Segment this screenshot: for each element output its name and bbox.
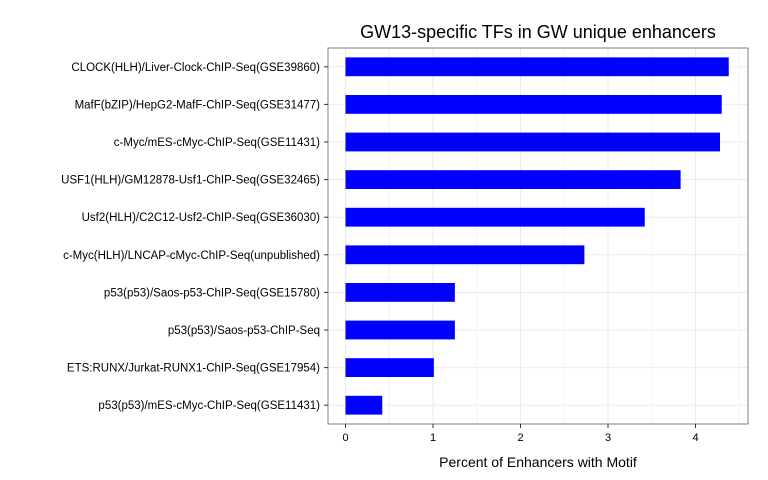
bar: [345, 207, 645, 227]
bar: [345, 57, 729, 77]
category-label: p53(p53)/Saos-p53-ChIP-Seq(GSE15780): [104, 287, 320, 299]
y-axis: CLOCK(HLH)/Liver-Clock-ChIP-Seq(GSE39860…: [61, 62, 328, 412]
bar: [345, 358, 434, 377]
x-tick-label: 4: [692, 432, 698, 444]
category-label: ETS:RUNX/Jurkat-RUNX1-ChIP-Seq(GSE17954): [67, 363, 320, 375]
category-label: p53(p53)/mES-cMyc-ChIP-Seq(GSE11431): [98, 400, 320, 412]
bar: [345, 395, 383, 415]
chart-title: GW13-specific TFs in GW unique enhancers: [360, 22, 716, 42]
category-label: CLOCK(HLH)/Liver-Clock-ChIP-Seq(GSE39860…: [71, 62, 320, 74]
x-axis-title: Percent of Enhancers with Motif: [439, 454, 637, 470]
x-axis: 0 1 2 3 4: [342, 424, 699, 444]
bar: [345, 320, 455, 340]
bar: [345, 95, 722, 114]
x-tick-label: 0: [342, 432, 348, 444]
panel-border: [327, 47, 749, 425]
x-tick-label: 3: [605, 432, 611, 444]
category-label: c-Myc(HLH)/LNCAP-cMyc-ChIP-Seq(unpublish…: [63, 250, 320, 262]
category-label: Usf2(HLH)/C2C12-Usf2-ChIP-Seq(GSE36030): [82, 212, 321, 224]
bar: [345, 283, 455, 302]
bar: [345, 132, 720, 152]
bar: [345, 170, 681, 189]
category-label: c-Myc/mES-cMyc-ChIP-Seq(GSE11431): [114, 137, 320, 149]
x-tick-label: 1: [430, 432, 436, 444]
category-label: USF1(HLH)/GM12878-Usf1-ChIP-Seq(GSE32465…: [61, 175, 320, 187]
bars: [345, 57, 729, 415]
bar: [345, 245, 585, 265]
category-label: MafF(bZIP)/HepG2-MafF-ChIP-Seq(GSE31477): [75, 99, 321, 111]
x-tick-label: 2: [517, 432, 523, 444]
category-label: p53(p53)/Saos-p53-ChIP-Seq: [168, 325, 320, 337]
